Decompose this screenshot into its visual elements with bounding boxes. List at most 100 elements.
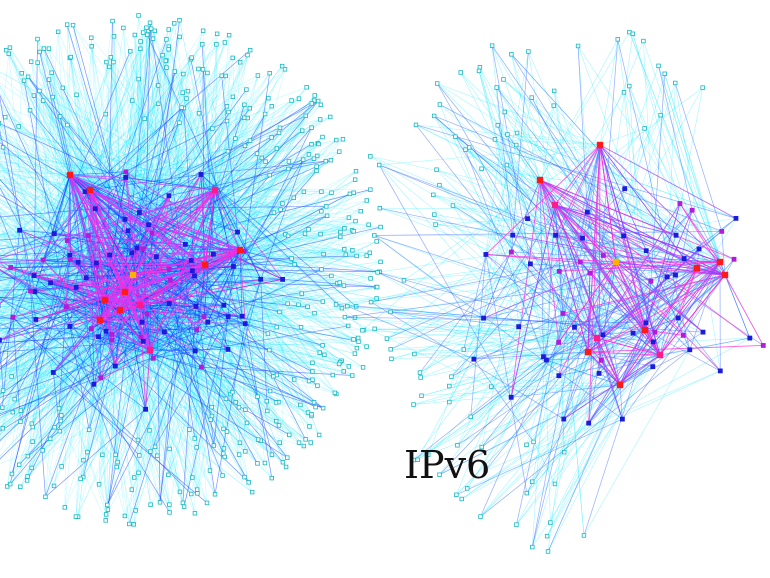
- graph-node: [279, 63, 285, 69]
- graph-node: [208, 417, 213, 422]
- graph-node: [437, 102, 443, 107]
- graph-node: [544, 357, 549, 363]
- graph-node: [301, 189, 307, 194]
- graph-node: [51, 483, 57, 489]
- graph-node: [193, 304, 199, 309]
- graph-node: [43, 494, 48, 500]
- graph-node: [192, 273, 197, 279]
- graph-node: [265, 408, 270, 414]
- graph-node: [316, 141, 321, 147]
- graph-hub-node: [596, 141, 604, 149]
- graph-node: [67, 324, 73, 329]
- graph-node: [627, 83, 632, 89]
- graph-node: [148, 26, 154, 31]
- graph-node: [545, 549, 551, 554]
- graph-node: [351, 337, 356, 342]
- graph-node: [121, 25, 126, 31]
- graph-node: [478, 514, 483, 519]
- graph-node: [310, 369, 315, 374]
- graph-node: [374, 239, 379, 244]
- graph-node: [315, 153, 320, 159]
- graph-node: [223, 396, 229, 402]
- graph-node: [510, 232, 516, 238]
- graph-node: [29, 465, 34, 471]
- graph-node: [619, 416, 625, 422]
- graph-node: [254, 151, 260, 156]
- graph-node: [319, 189, 324, 194]
- graph-node: [166, 472, 171, 478]
- graph-node: [514, 130, 520, 136]
- graph-node: [236, 452, 242, 457]
- graph-node: [355, 335, 361, 341]
- graph-node: [143, 406, 149, 412]
- graph-node: [492, 137, 498, 142]
- graph-node: [299, 291, 304, 296]
- graph-node: [255, 73, 261, 78]
- graph-node: [103, 111, 108, 117]
- graph-node: [733, 215, 739, 221]
- graph-node: [280, 276, 286, 282]
- graph-node: [140, 246, 146, 252]
- graph-node: [220, 473, 225, 478]
- graph-node: [305, 304, 310, 309]
- graph-node: [689, 207, 695, 213]
- graph-node: [241, 115, 247, 120]
- graph-hub-node: [129, 271, 137, 279]
- graph-node: [274, 324, 279, 330]
- graph-node: [321, 251, 326, 257]
- graph-node: [415, 457, 420, 462]
- graph-node: [489, 384, 494, 389]
- graph-node: [312, 93, 317, 98]
- graph-hub-node: [656, 351, 664, 359]
- graph-node: [110, 18, 115, 24]
- graph-node: [247, 106, 253, 111]
- graph-node: [221, 302, 227, 308]
- graph-node: [47, 436, 53, 442]
- graph-node: [277, 309, 282, 315]
- graph-node: [24, 478, 30, 483]
- graph-node: [358, 208, 363, 214]
- graph-node: [57, 429, 63, 434]
- graph-node: [207, 468, 213, 473]
- graph-node: [553, 232, 559, 238]
- graph-node: [181, 504, 187, 509]
- graph-node: [109, 337, 115, 343]
- graph-node: [164, 65, 169, 70]
- graph-node: [263, 159, 268, 164]
- graph-node: [360, 328, 365, 333]
- graph-node: [269, 475, 275, 481]
- graph-node: [132, 475, 137, 480]
- graph-node: [289, 256, 294, 261]
- graph-node: [514, 142, 519, 148]
- graph-node: [200, 67, 206, 72]
- graph-node: [67, 252, 73, 258]
- graph-node: [140, 338, 146, 344]
- graph-node: [225, 149, 231, 154]
- graph-node: [292, 377, 297, 382]
- graph-node: [114, 464, 119, 470]
- graph-node: [308, 440, 313, 445]
- graph-node: [108, 55, 114, 60]
- graph-node: [180, 90, 185, 95]
- graph-node: [85, 449, 90, 455]
- graph-node: [332, 390, 338, 396]
- graph-node: [83, 275, 89, 281]
- graph-node: [142, 116, 147, 121]
- graph-node: [337, 280, 342, 285]
- graph-node: [237, 440, 243, 445]
- graph-hub-node: [136, 301, 144, 309]
- graph-node: [303, 437, 308, 442]
- graph-hub-node: [86, 186, 94, 194]
- graph-node: [75, 259, 81, 265]
- graph-node: [641, 38, 646, 44]
- graph-node: [28, 288, 33, 294]
- graph-node: [241, 248, 247, 254]
- right-network-graph: [333, 29, 766, 554]
- graph-node: [320, 299, 326, 304]
- graph-node: [194, 487, 200, 492]
- graph-node: [291, 195, 296, 200]
- graph-node: [329, 190, 334, 195]
- graph-node: [225, 347, 231, 352]
- graph-node: [137, 453, 142, 458]
- graph-node: [230, 389, 235, 395]
